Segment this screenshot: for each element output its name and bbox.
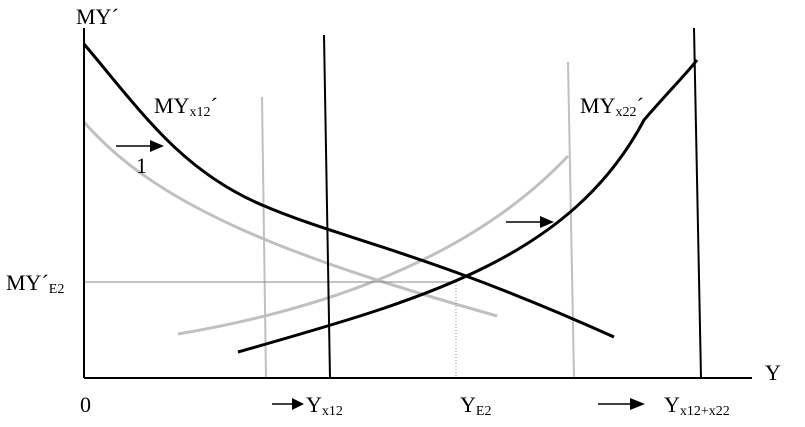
x-axis-title: Y [765, 360, 781, 385]
gray-curve-mx12 [82, 121, 498, 318]
curve-mx22 [237, 59, 699, 354]
marker-arrow-yx12x22-icon [598, 398, 645, 410]
origin-label: 0 [80, 392, 91, 417]
gray-curve-mx22 [177, 154, 570, 336]
equilibrium-y-label: MY´E2 [6, 270, 65, 297]
shift-label: 1 [136, 153, 147, 178]
gray-vertical-line-right [567, 61, 575, 379]
equilibrium-x-label: YE2 [460, 392, 492, 419]
marker-arrow-yx12-icon [272, 398, 304, 410]
curve-mx12 [82, 43, 615, 339]
shift-arrow-left-icon [116, 140, 164, 152]
shift-arrow-right-icon [506, 216, 554, 228]
y-axis-title: MY´ [76, 4, 119, 29]
curve-label-mx22: MYx22´ [580, 93, 644, 120]
black-vertical-line-yx12x22 [693, 27, 702, 379]
black-vertical-line-yx12 [323, 34, 331, 379]
curve-label-mx12: MYx12´ [154, 93, 218, 120]
x-marker-label-yx12: Yx12 [306, 392, 343, 419]
x-marker-label-yx12x22: Yx12+x22 [664, 392, 730, 419]
